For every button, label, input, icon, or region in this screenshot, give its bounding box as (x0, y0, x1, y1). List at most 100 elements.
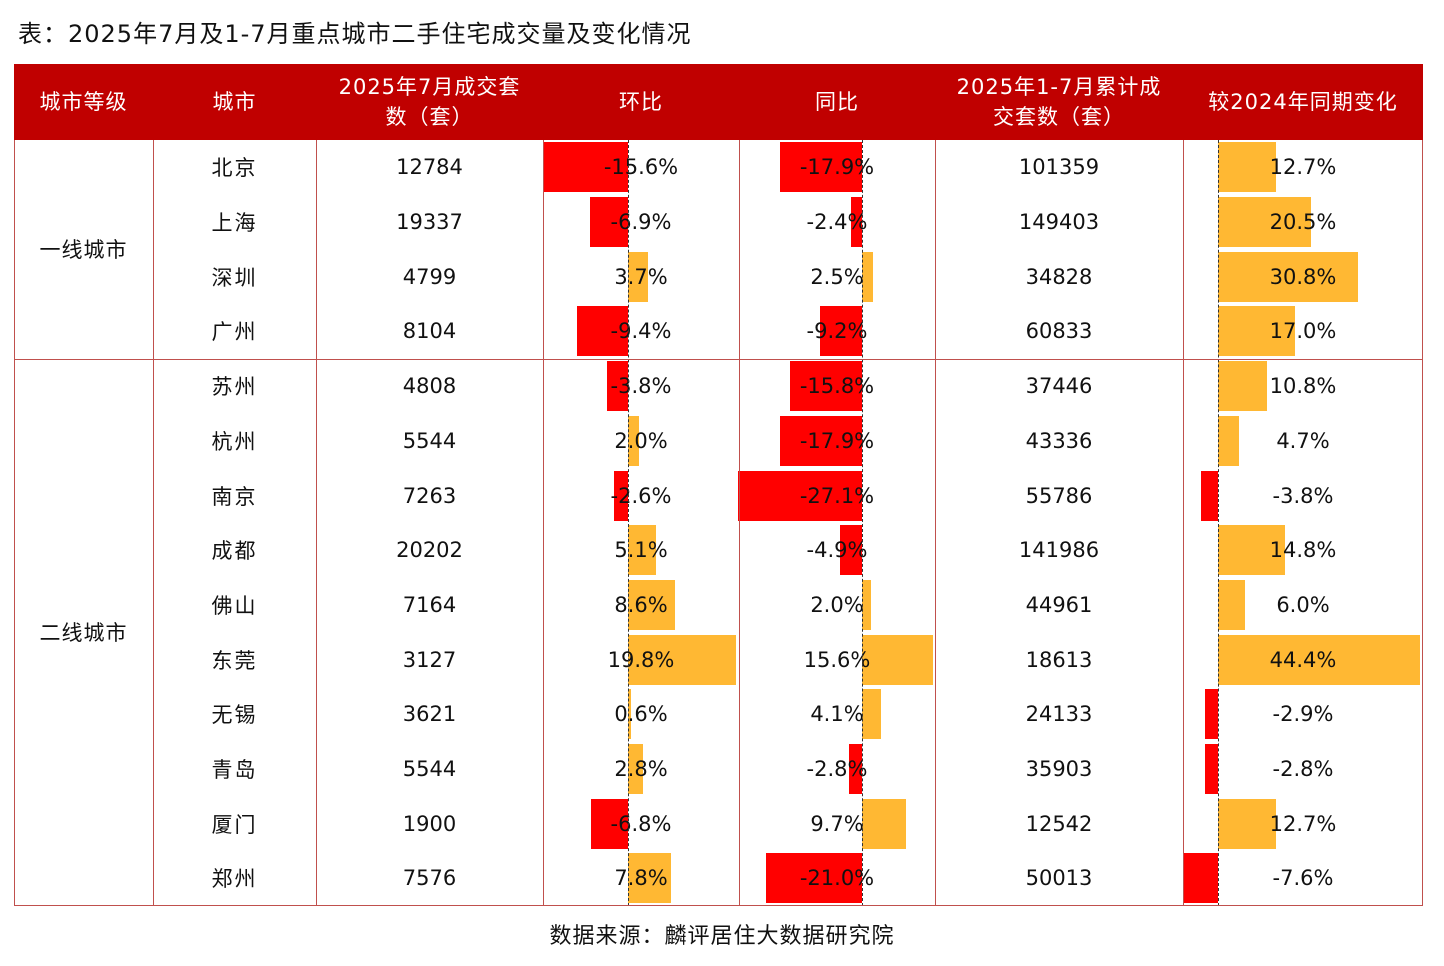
column-divider (739, 140, 740, 906)
cell-cumulative: 101359 (1018, 155, 1100, 180)
header-tier: 城市等级 (39, 90, 128, 114)
cell-mom: -6.8% (610, 811, 672, 836)
cell-city: 青岛 (211, 758, 258, 783)
cell-cumulative: 12542 (1025, 811, 1093, 836)
bar-chg (1218, 306, 1296, 357)
cell-july-volume: 5544 (402, 428, 457, 453)
cell-cumulative: 37446 (1025, 374, 1093, 399)
cell-july-volume: 7576 (402, 866, 457, 891)
bar-mom (628, 525, 656, 576)
cell-yoy: -17.9% (799, 428, 875, 453)
cell-change-vs-2024: -7.6% (1272, 866, 1334, 891)
cell-yoy: -17.9% (799, 155, 875, 180)
cell-cumulative: 50013 (1025, 866, 1093, 891)
bar-yoy (862, 689, 881, 740)
cell-city: 郑州 (211, 867, 258, 892)
bar-yoy (738, 470, 862, 521)
bar-mom (628, 744, 644, 795)
bar-chg (1218, 197, 1312, 248)
cell-mom: 3.7% (614, 264, 668, 289)
cell-cumulative: 18613 (1025, 647, 1093, 672)
cell-change-vs-2024: 30.8% (1269, 264, 1337, 289)
cell-change-vs-2024: 20.5% (1269, 210, 1337, 235)
cell-yoy: -2.8% (806, 757, 868, 782)
bar-yoy (780, 415, 862, 466)
bar-yoy (789, 361, 862, 412)
bar-chg (1218, 798, 1276, 849)
cell-city: 无锡 (211, 703, 258, 728)
tier-divider (14, 358, 1423, 360)
cell-cumulative: 34828 (1025, 264, 1093, 289)
bar-mom (628, 853, 671, 904)
cell-mom: 0.6% (614, 702, 668, 727)
cell-cumulative: 60833 (1025, 319, 1093, 344)
cell-july-volume: 1900 (402, 811, 457, 836)
cell-city: 深圳 (211, 265, 258, 290)
cell-july-volume: 7263 (402, 483, 457, 508)
cell-change-vs-2024: 14.8% (1269, 538, 1337, 563)
cell-change-vs-2024: -2.8% (1272, 757, 1334, 782)
bar-chg (1205, 744, 1218, 795)
cell-cumulative: 44961 (1025, 592, 1093, 617)
cell-yoy: -4.9% (806, 538, 868, 563)
cell-july-volume: 20202 (396, 538, 463, 563)
header-change-vs-2024: 较2024年同期变化 (1208, 90, 1398, 114)
cell-cumulative: 43336 (1025, 428, 1093, 453)
bar-chg (1183, 853, 1218, 904)
cell-yoy: 2.0% (810, 592, 864, 617)
axis-mom (628, 140, 629, 906)
bar-mom (628, 415, 639, 466)
cell-city: 杭州 (211, 429, 258, 454)
cell-cumulative: 55786 (1025, 483, 1093, 508)
bar-chg (1200, 470, 1218, 521)
tier-label: 一线城市 (39, 238, 128, 263)
cell-city: 成都 (211, 539, 258, 564)
cell-change-vs-2024: 10.8% (1269, 374, 1337, 399)
table-header: 城市等级 城市 2025年7月成交套 数（套） 环比 同比 2025年1-7月累… (14, 64, 1423, 140)
bar-mom (628, 251, 649, 302)
cell-yoy: -2.4% (806, 210, 868, 235)
cell-change-vs-2024: -3.8% (1272, 483, 1334, 508)
cell-change-vs-2024: 12.7% (1269, 811, 1337, 836)
cell-mom: 8.6% (614, 592, 668, 617)
cell-yoy: 9.7% (810, 811, 864, 836)
bar-yoy (819, 306, 862, 357)
bar-mom (576, 306, 628, 357)
cell-mom: 7.8% (614, 866, 668, 891)
cell-change-vs-2024: 4.7% (1276, 428, 1330, 453)
cell-july-volume: 12784 (396, 155, 463, 180)
bar-chg (1218, 142, 1276, 193)
tier-label: 二线城市 (39, 621, 128, 646)
cell-yoy: -27.1% (799, 483, 875, 508)
cell-july-volume: 4808 (402, 374, 457, 399)
cell-mom: 2.8% (614, 757, 668, 782)
cell-city: 佛山 (211, 593, 258, 618)
cell-change-vs-2024: 44.4% (1269, 647, 1337, 672)
header-mom: 环比 (619, 90, 663, 114)
column-divider (316, 140, 317, 906)
header-cumulative: 2025年1-7月累计成 交套数（套） (956, 75, 1162, 129)
bar-chg (1218, 415, 1240, 466)
cell-yoy: -21.0% (799, 866, 875, 891)
cell-city: 广州 (211, 320, 258, 345)
cell-city: 北京 (211, 156, 258, 181)
cell-yoy: -15.8% (799, 374, 875, 399)
cell-mom: 5.1% (614, 538, 668, 563)
header-yoy: 同比 (815, 90, 859, 114)
cell-mom: -2.6% (610, 483, 672, 508)
bar-yoy (849, 744, 862, 795)
cell-city: 上海 (211, 211, 258, 236)
bar-chg (1218, 361, 1268, 412)
bar-mom (590, 197, 628, 248)
column-divider (1183, 140, 1184, 906)
bar-mom (628, 634, 736, 685)
cell-mom: -15.6% (603, 155, 679, 180)
data-table: 城市等级 城市 2025年7月成交套 数（套） 环比 同比 2025年1-7月累… (14, 64, 1423, 906)
cell-city: 苏州 (211, 375, 258, 400)
cell-change-vs-2024: -2.9% (1272, 702, 1334, 727)
cell-yoy: 4.1% (810, 702, 864, 727)
bar-yoy (862, 634, 934, 685)
bar-chg (1218, 251, 1359, 302)
bar-yoy (839, 525, 862, 576)
axis-chg (1218, 140, 1219, 906)
